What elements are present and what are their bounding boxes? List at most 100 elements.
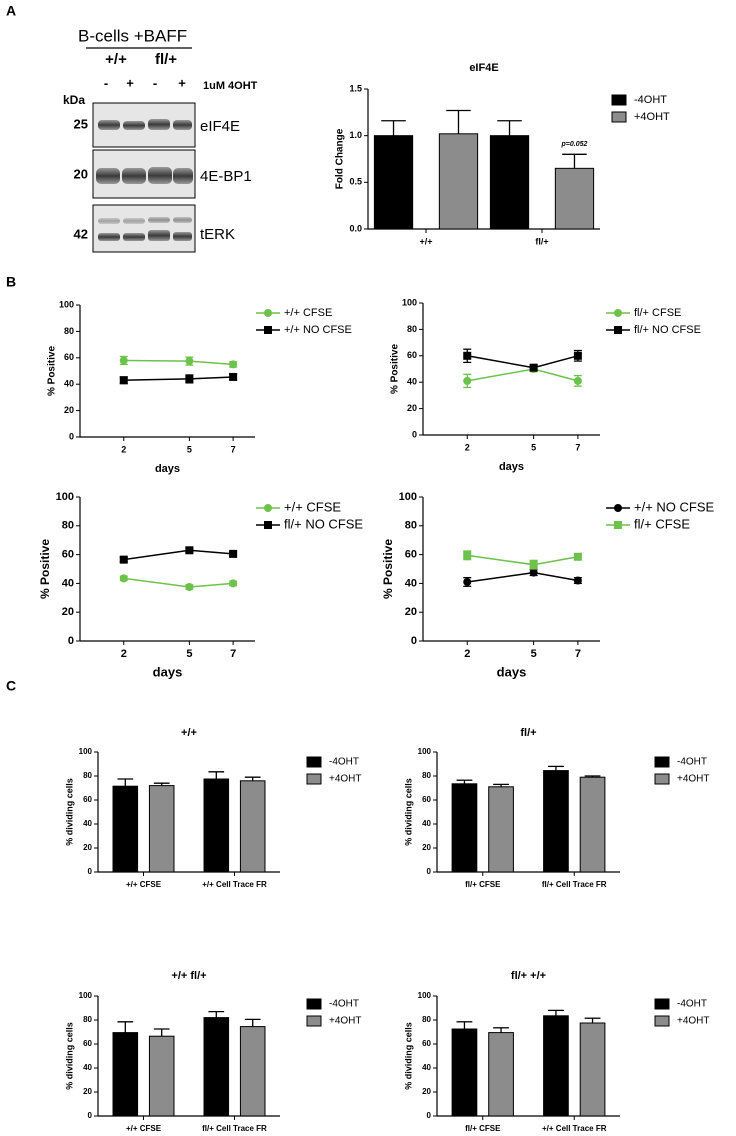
bar — [451, 1028, 478, 1117]
marker — [463, 351, 472, 360]
bar — [579, 776, 606, 873]
y-tick-label: 100 — [59, 299, 74, 309]
bar — [203, 778, 230, 873]
bar — [112, 1032, 139, 1117]
marker-kda: 20 — [74, 166, 88, 181]
series-line — [123, 549, 234, 561]
series-line — [123, 577, 234, 588]
y-tick-label: 100 — [79, 747, 93, 756]
bar — [543, 1015, 569, 1117]
y-tick-label: 60 — [64, 352, 74, 362]
series — [463, 365, 582, 389]
y-tick-label: 80 — [62, 520, 74, 532]
bar — [488, 786, 514, 873]
marker — [119, 555, 128, 564]
x-tick-label: 2 — [464, 648, 470, 660]
bar — [148, 1035, 175, 1117]
legend-swatch — [611, 111, 627, 123]
y-axis-label: % dividing cells — [64, 778, 74, 846]
x-tick-label: 5 — [531, 648, 537, 660]
marker — [185, 546, 194, 555]
marker — [573, 576, 582, 585]
y-tick-label: 0 — [88, 1111, 93, 1120]
marker — [229, 579, 238, 588]
y-tick-label: 80 — [405, 520, 417, 532]
chart: 0 20 40 60 80 100 % Positive +/+ CFSE fl/+ NO CF… — [38, 491, 363, 680]
chart-title: +/+ fl/+ — [171, 970, 206, 982]
chart-title: eIF4E — [469, 62, 498, 74]
y-tick-label: 0 — [88, 867, 93, 876]
series-line — [467, 355, 579, 369]
y-tick-label: 20 — [422, 1087, 431, 1096]
y-axis-label: % Positive — [47, 346, 58, 396]
chart: fl/+ +/+ 0 20 40 60 80 100 % dividing cells -4OH… — [403, 970, 709, 1133]
bar — [203, 1017, 230, 1117]
series-line — [467, 571, 579, 583]
blot-panel — [92, 204, 196, 253]
y-tick-label: 40 — [62, 577, 74, 589]
series — [119, 355, 238, 369]
y-tick-label: 60 — [83, 1039, 92, 1048]
legend-swatch — [611, 94, 627, 106]
chart: fl/+ 0 20 40 60 80 100 % dividing cells -4OHT +4O… — [403, 727, 709, 889]
chart: 0 20 40 60 80 100 % Positive +/+ NO CFSE fl/+ CF… — [381, 491, 714, 680]
legend-label: +4OHT — [329, 774, 362, 785]
bar — [579, 1022, 606, 1117]
marker-kda: 25 — [74, 116, 88, 131]
x-axis-label: days — [153, 664, 183, 679]
bar — [488, 1032, 514, 1117]
series — [463, 348, 582, 372]
y-tick-label: 40 — [64, 379, 74, 389]
legend-label: -4OHT — [329, 999, 359, 1010]
y-axis-label: % Positive — [381, 539, 395, 599]
y-axis-label: % dividing cells — [64, 1022, 74, 1090]
legend-swatch — [654, 773, 670, 785]
legend-label: fl/+ CFSE — [634, 516, 690, 531]
y-tick-label: 100 — [399, 491, 417, 503]
y-tick-label: 80 — [407, 324, 417, 334]
y-tick-label: 0 — [412, 429, 417, 439]
x-tick-label: +/+ CFSE — [126, 880, 162, 889]
x-tick-label: 5 — [186, 648, 192, 660]
y-tick-label: 80 — [422, 1015, 431, 1024]
y-tick-label: 0 — [69, 431, 74, 441]
legend-label: +/+ CFSE — [284, 307, 332, 319]
y-tick-label: 60 — [407, 350, 417, 360]
series-line — [123, 376, 234, 381]
annotation: p=0.052 — [561, 141, 588, 148]
marker — [573, 351, 582, 360]
marker — [185, 357, 194, 366]
marker — [463, 577, 472, 586]
bar — [554, 167, 595, 230]
bar — [239, 1026, 266, 1117]
chart: +/+ 0 20 40 60 80 100 % dividing cells -4OHT +4OH… — [64, 727, 361, 889]
y-tick-label: 20 — [83, 843, 92, 852]
y-tick-label: 20 — [64, 405, 74, 415]
legend-swatch — [654, 1015, 670, 1027]
series — [463, 568, 582, 587]
legend-marker — [614, 521, 622, 529]
blot-title: B-cells +BAFF — [78, 26, 187, 45]
marker — [529, 363, 538, 372]
legend-label: +/+ NO CFSE — [284, 324, 352, 336]
y-tick-label: 80 — [83, 771, 92, 780]
legend-label: +4OHT — [329, 1016, 362, 1027]
chart-title: fl/+ +/+ — [511, 970, 546, 982]
legend-label: -4OHT — [634, 94, 667, 106]
x-axis-label: days — [497, 664, 527, 679]
marker — [185, 583, 194, 591]
legend-label: -4OHT — [677, 999, 707, 1010]
bar — [373, 135, 414, 230]
legend-label: fl/+ CFSE — [634, 307, 681, 319]
marker — [573, 376, 582, 385]
y-tick-label: 100 — [418, 991, 432, 1000]
y-tick-label: 80 — [422, 771, 431, 780]
y-tick-label: 60 — [422, 1039, 431, 1048]
genotype: fl/+ — [155, 51, 177, 68]
series — [119, 372, 238, 385]
marker — [529, 560, 538, 569]
legend-swatch — [306, 773, 322, 785]
legend-label: +4OHT — [677, 1016, 710, 1027]
y-tick-label: 40 — [422, 1063, 431, 1072]
